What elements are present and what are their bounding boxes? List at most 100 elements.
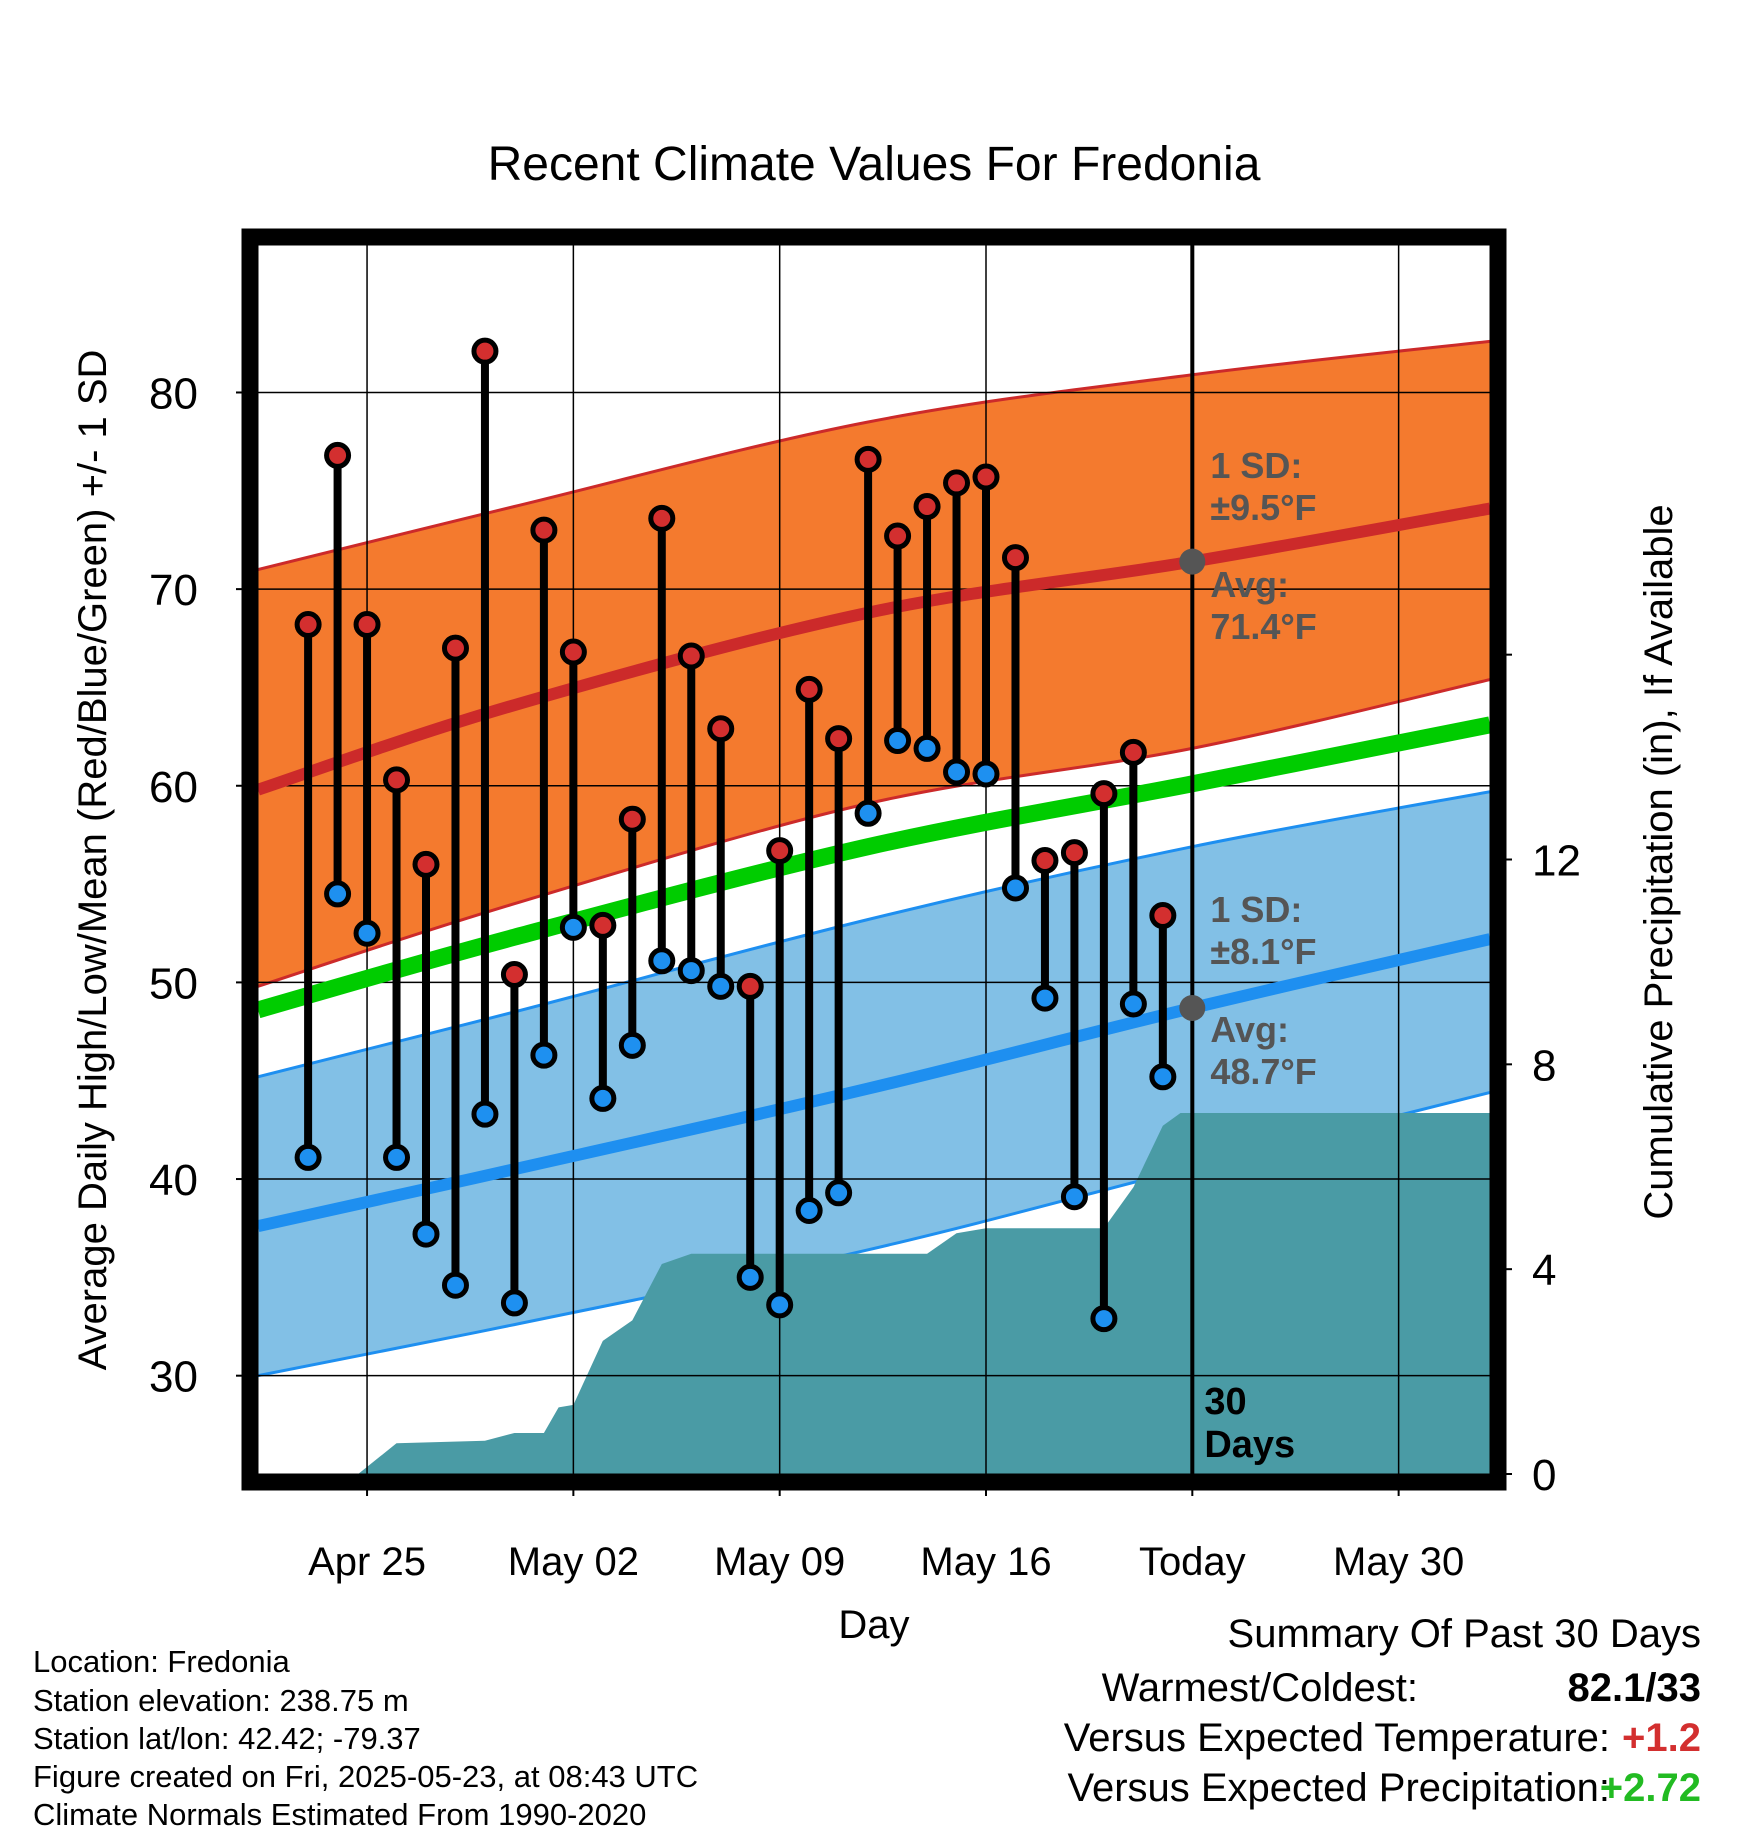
- daily-high-point: [353, 611, 381, 639]
- daily-high-point: [441, 634, 469, 662]
- daily-low-point: [795, 1197, 823, 1225]
- daily-low-point: [559, 913, 587, 941]
- high-avg-label: Avg:: [1210, 564, 1289, 605]
- daily-low-point: [324, 880, 352, 908]
- today-days-label: Days: [1204, 1424, 1295, 1466]
- precip-departure-label: Versus Expected Precipitation:: [1067, 1766, 1610, 1810]
- daily-high-point: [383, 766, 411, 794]
- daily-high-point: [589, 911, 617, 939]
- daily-low-point: [441, 1271, 469, 1299]
- daily-high-point: [913, 493, 941, 521]
- daily-high-point: [736, 972, 764, 1000]
- warmest-coldest-label: Warmest/Coldest:: [1101, 1666, 1418, 1710]
- daily-high-point: [795, 675, 823, 703]
- daily-low-point: [618, 1031, 646, 1059]
- daily-high-point: [707, 715, 735, 743]
- daily-low-point: [500, 1289, 528, 1317]
- daily-high-point: [766, 837, 794, 865]
- daily-low-point: [1060, 1183, 1088, 1211]
- daily-high-point: [972, 463, 1000, 491]
- footer-created: Figure created on Fri, 2025-05-23, at 08…: [33, 1759, 699, 1794]
- daily-low-point: [1001, 874, 1029, 902]
- daily-high-point: [530, 516, 558, 544]
- x-tick-label: May 16: [920, 1540, 1051, 1584]
- y-tick-label: 70: [149, 566, 198, 615]
- daily-low-point: [530, 1041, 558, 1069]
- daily-low-point: [766, 1291, 794, 1319]
- daily-low-point: [972, 760, 1000, 788]
- daily-high-point: [825, 725, 853, 753]
- daily-low-point: [294, 1143, 322, 1171]
- chart-title: Recent Climate Values For Fredonia: [488, 138, 1261, 191]
- daily-high-point: [1060, 839, 1088, 867]
- high-sd-upper-edge: [258, 339, 1490, 571]
- y-axis-title: Average Daily High/Low/Mean (Red/Blue/Gr…: [71, 350, 115, 1371]
- daily-low-point: [353, 919, 381, 947]
- low-avg-label: Avg:: [1210, 1009, 1289, 1050]
- daily-high-point: [677, 642, 705, 670]
- precip-area: [358, 1113, 1490, 1474]
- daily-high-point: [559, 638, 587, 666]
- y2-tick-label: 4: [1532, 1246, 1556, 1295]
- y2-tick-label: 8: [1532, 1041, 1556, 1090]
- daily-low-point: [383, 1143, 411, 1171]
- y-tick-label: 60: [149, 763, 198, 812]
- daily-high-point: [294, 611, 322, 639]
- x-tick-label: May 09: [714, 1540, 845, 1584]
- daily-low-point: [1149, 1063, 1177, 1091]
- temp-departure-value: +1.2: [1622, 1716, 1701, 1760]
- high-sd-label: 1 SD:: [1210, 445, 1302, 486]
- daily-high-point: [943, 469, 971, 497]
- precip-departure-value: +2.72: [1599, 1766, 1701, 1810]
- temp-departure-label: Versus Expected Temperature:: [1063, 1716, 1610, 1760]
- low-sd-label: 1 SD:: [1210, 889, 1302, 930]
- low-sd-value: ±8.1°F: [1210, 931, 1316, 972]
- daily-high-point: [1149, 902, 1177, 930]
- x-tick-label: Apr 25: [308, 1540, 426, 1584]
- x-axis-title: Day: [838, 1603, 909, 1647]
- daily-low-point: [677, 957, 705, 985]
- daily-high-point: [500, 961, 528, 989]
- warmest-coldest-value: 82.1/33: [1567, 1666, 1701, 1710]
- daily-low-point: [825, 1179, 853, 1207]
- y-tick-label: 50: [149, 959, 198, 1008]
- daily-high-point: [1090, 780, 1118, 808]
- daily-low-point: [1031, 984, 1059, 1012]
- daily-low-point: [648, 947, 676, 975]
- daily-low-point: [1090, 1305, 1118, 1333]
- y-tick-label: 30: [149, 1353, 198, 1402]
- y2-tick-label: 12: [1532, 837, 1581, 886]
- daily-low-point: [913, 734, 941, 762]
- x-tick-label: May 30: [1333, 1540, 1464, 1584]
- high-sd-value: ±9.5°F: [1210, 487, 1316, 528]
- daily-high-point: [618, 805, 646, 833]
- y2-axis-title: Cumulative Precipitation (in), If Availa…: [1637, 504, 1681, 1219]
- daily-low-point: [854, 799, 882, 827]
- x-tick-label: Today: [1139, 1540, 1246, 1584]
- y2-tick-label: 0: [1532, 1451, 1556, 1500]
- low-sd-upper-edge: [258, 790, 1490, 1079]
- daily-high-point: [648, 504, 676, 532]
- footer-latlon: Station lat/lon: 42.42; -79.37: [33, 1721, 421, 1756]
- daily-high-point: [324, 441, 352, 469]
- low-avg-today-marker: [1179, 994, 1206, 1021]
- y-tick-label: 80: [149, 369, 198, 418]
- footer-elevation: Station elevation: 238.75 m: [33, 1683, 409, 1718]
- low-mean-normal-line: [258, 933, 1490, 1233]
- daily-low-point: [1119, 990, 1147, 1018]
- footer-normals: Climate Normals Estimated From 1990-2020: [33, 1797, 647, 1832]
- high-sd-band: [258, 341, 1490, 987]
- summary-title: Summary Of Past 30 Days: [1227, 1612, 1701, 1656]
- x-tick-label: May 02: [508, 1540, 639, 1584]
- daily-high-point: [854, 445, 882, 473]
- high-avg-today-marker: [1179, 548, 1206, 575]
- daily-high-point: [884, 522, 912, 550]
- high-avg-value: 71.4°F: [1210, 606, 1316, 647]
- footer-location: Location: Fredonia: [33, 1644, 290, 1679]
- low-avg-value: 48.7°F: [1210, 1051, 1316, 1092]
- daily-high-point: [412, 850, 440, 878]
- today-days-label: 30: [1204, 1381, 1246, 1423]
- daily-low-point: [589, 1084, 617, 1112]
- daily-low-point: [412, 1220, 440, 1248]
